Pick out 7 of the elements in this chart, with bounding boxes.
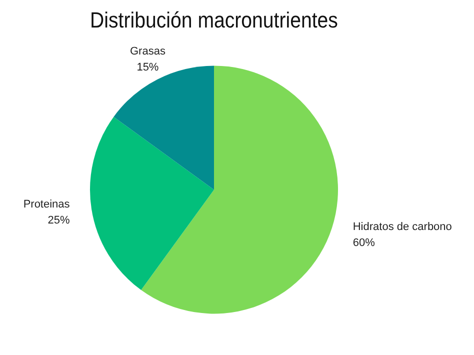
data-label: 15% <box>136 62 159 74</box>
slice-label: Proteinas <box>23 198 70 211</box>
chart-title: Distribución macronutrientes <box>90 8 338 33</box>
slice-label: Hidratos de carbono <box>352 220 452 233</box>
slice-label: Grasas <box>130 46 166 58</box>
data-label: 25% <box>48 214 70 227</box>
data-label: 60% <box>352 236 376 249</box>
